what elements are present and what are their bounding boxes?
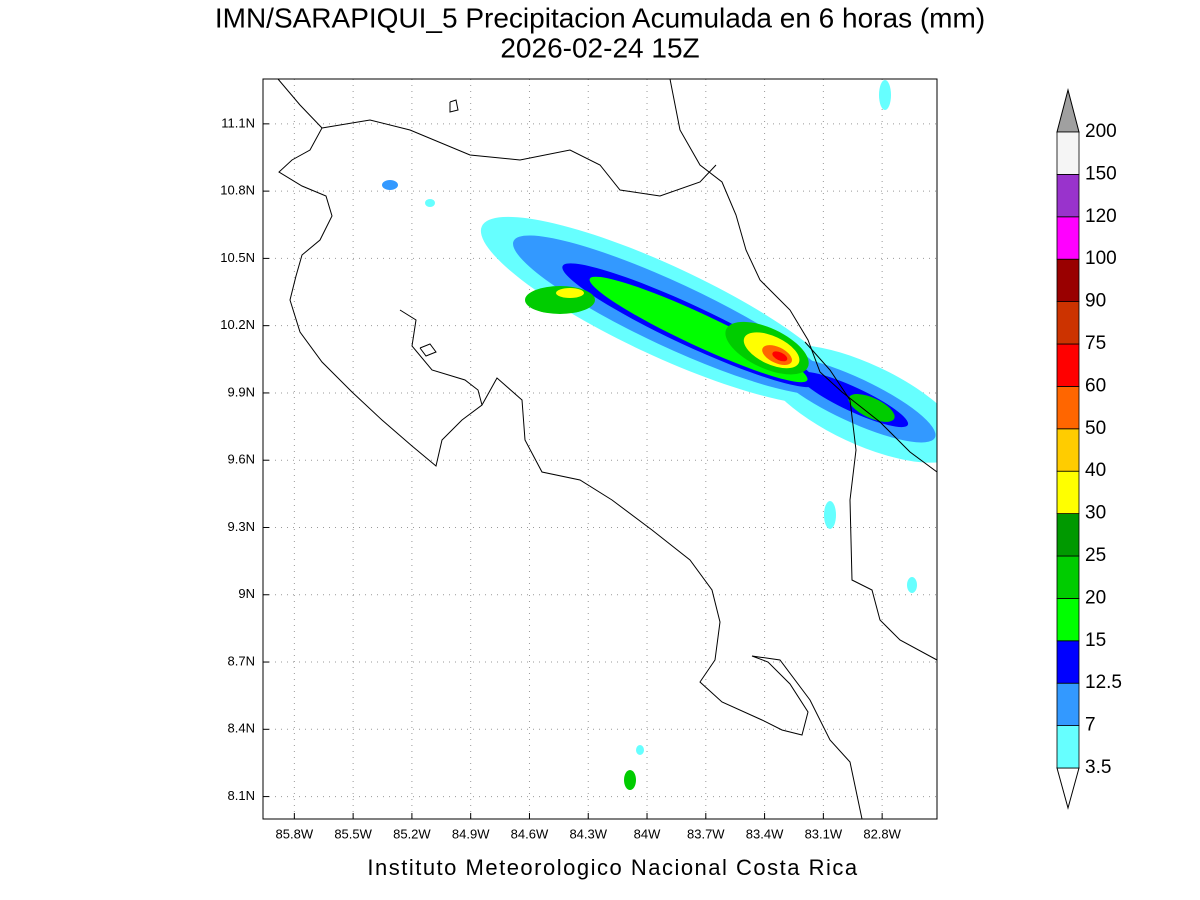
colorbar-bin: [1056, 640, 1080, 684]
colorbar-label: 15: [1085, 630, 1106, 651]
y-tick-label: 8.4N: [228, 721, 255, 736]
precipitation: [382, 80, 937, 790]
y-tick-label: 11.1N: [221, 115, 255, 130]
colorbar-label: 60: [1085, 375, 1106, 396]
colorbar-bin: [1056, 598, 1080, 642]
colorbar-label: 12.5: [1085, 672, 1122, 693]
colorbar-bin: [1056, 682, 1080, 727]
colorbar-label: 100: [1085, 248, 1117, 269]
precip-area: [772, 351, 788, 362]
border: [804, 341, 937, 661]
colorbar-label: 3.5: [1085, 757, 1111, 778]
coastline: [449, 99, 459, 113]
border: [321, 119, 717, 197]
colorbar: 3.5 7 12.5 15 20 25 30 40 50 60 75 90 100 120 150 200: [1056, 88, 1122, 810]
precip-area: [425, 199, 435, 207]
subtitle: 2026-02-24 15Z: [500, 32, 699, 63]
x-tick-label: 85.8W: [276, 826, 314, 841]
x-tick-label: 84.9W: [452, 826, 490, 841]
colorbar-label: 25: [1085, 545, 1106, 566]
y-tick-label: 8.7N: [228, 653, 255, 668]
precip-area: [382, 180, 398, 190]
colorbar-label: 50: [1085, 418, 1106, 439]
title: IMN/SARAPIQUI_5 Precipitacion Acumulada …: [215, 2, 985, 33]
colorbar-bin: [1056, 428, 1080, 472]
colorbar-under: [1056, 767, 1080, 810]
coastline: [419, 343, 437, 357]
x-tick-label: 83.7W: [687, 826, 725, 841]
colorbar-bin: [1056, 301, 1080, 345]
colorbar-label: 120: [1085, 206, 1117, 227]
x-tick-label: 83.1W: [805, 826, 843, 841]
colorbar-bin: [1056, 513, 1080, 557]
coastline: [669, 79, 937, 473]
coastline: [277, 79, 937, 819]
x-tick-label: 83.4W: [746, 826, 784, 841]
x-tick-label: 82.8W: [863, 826, 901, 841]
precip-area: [636, 745, 644, 755]
precip-area: [824, 501, 836, 529]
precip-area: [556, 288, 584, 298]
colorbar-label: 200: [1085, 121, 1117, 142]
y-tick-label: 10.2N: [220, 317, 255, 332]
colorbar-bin: [1056, 216, 1080, 260]
colorbar-label: 75: [1085, 333, 1106, 354]
x-tick-label: 85.2W: [393, 826, 431, 841]
footer: Instituto Meteorologico Nacional Costa R…: [367, 855, 858, 880]
colorbar-bin: [1056, 555, 1080, 599]
precip-area: [879, 80, 891, 110]
colorbar-label: 7: [1085, 715, 1096, 736]
colorbar-label: 20: [1085, 587, 1106, 608]
y-tick-label: 9.6N: [228, 452, 255, 467]
colorbar-label: 150: [1085, 163, 1117, 184]
y-tick-label: 9.3N: [228, 519, 255, 534]
colorbar-bin: [1056, 258, 1080, 303]
colorbar-bin: [1056, 173, 1080, 218]
x-tick-label: 84W: [634, 826, 661, 841]
y-tick-label: 10.5N: [220, 250, 255, 265]
colorbar-bin: [1056, 343, 1080, 387]
coastline: [277, 79, 483, 467]
colorbar-over: [1056, 88, 1080, 133]
coastline: [481, 377, 863, 819]
x-tick-label: 84.6W: [511, 826, 549, 841]
colorbar-label: 40: [1085, 460, 1106, 481]
y-tick-label: 8.1N: [228, 788, 255, 803]
y-tick-label: 9.9N: [228, 384, 255, 399]
precip-area: [624, 770, 636, 790]
precip-area: [907, 577, 917, 593]
colorbar-label: 30: [1085, 503, 1106, 524]
y-tick-label: 9N: [238, 586, 255, 601]
colorbar-bin: [1056, 725, 1080, 769]
precip-area: [848, 394, 895, 422]
colorbar-bin: [1056, 131, 1080, 175]
map-frame: [262, 78, 938, 820]
colorbar-label: 90: [1085, 291, 1106, 312]
grid: [263, 79, 937, 819]
x-tick-label: 85.5W: [334, 826, 372, 841]
y-tick-label: 10.8N: [220, 183, 255, 198]
colorbar-bin: [1056, 470, 1080, 515]
colorbar-bin: [1056, 385, 1080, 430]
x-tick-label: 84.3W: [569, 826, 607, 841]
